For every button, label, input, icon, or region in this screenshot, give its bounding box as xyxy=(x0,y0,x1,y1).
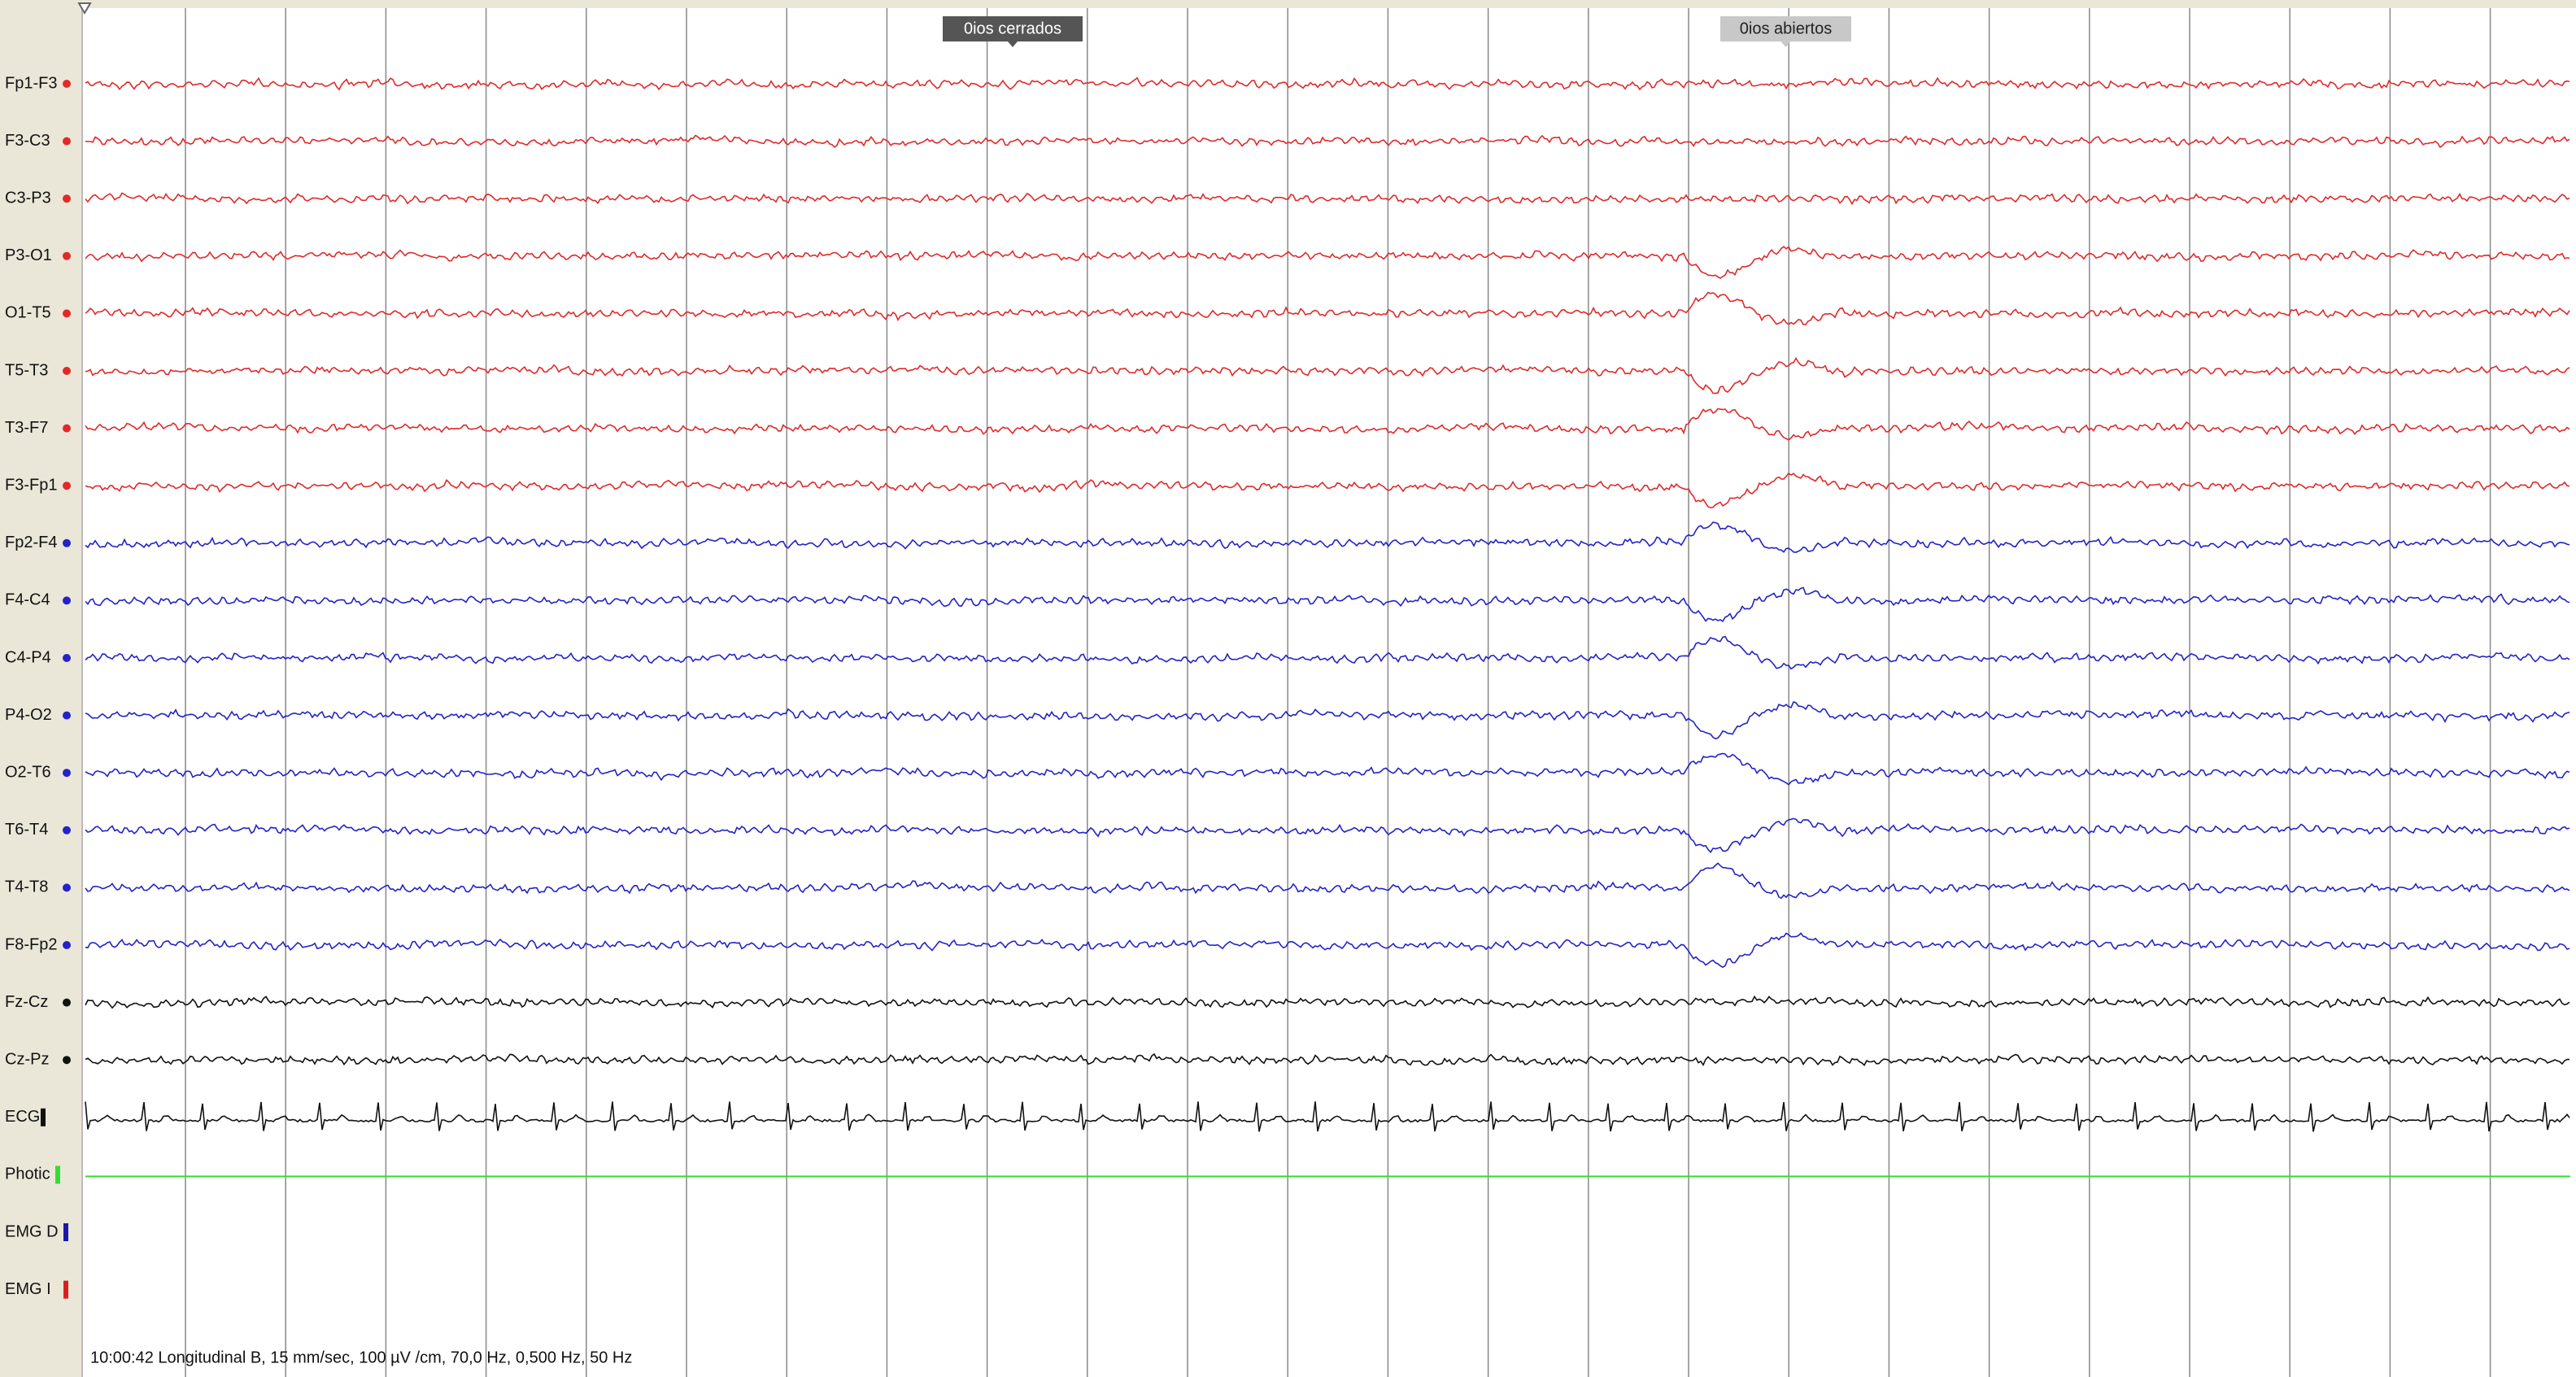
eeg-trace xyxy=(85,521,2570,553)
channel-label: C3-P3 xyxy=(5,189,51,207)
channel-marker xyxy=(63,251,71,260)
channel-label: EMG I xyxy=(5,1280,51,1298)
top-bar xyxy=(0,0,2576,8)
annotation-label: 0ios cerrados xyxy=(964,20,1061,37)
channel-marker xyxy=(63,538,71,547)
channel-label: Photic xyxy=(5,1166,50,1183)
channel-label: ECG xyxy=(5,1108,40,1126)
channel-marker xyxy=(63,654,71,662)
channel-marker xyxy=(63,769,71,778)
cursor-marker[interactable] xyxy=(77,2,92,15)
channel-label: T3-F7 xyxy=(5,419,48,437)
eeg-trace xyxy=(85,700,2570,740)
eeg-trace xyxy=(85,134,2570,149)
channel-marker xyxy=(63,194,71,203)
channel-labels: Fp1-F3 F3-C3 C3-P3 P3-O1 O1-T5 T5-T3 T3-F7 F3-F… xyxy=(5,74,71,1299)
channel-label: F3-C3 xyxy=(5,132,50,150)
time-grid xyxy=(185,8,2491,1377)
eeg-trace xyxy=(85,76,2570,91)
annotation-label: 0ios abiertos xyxy=(1740,20,1832,37)
channel-label: EMG D xyxy=(5,1222,59,1240)
channel-label: Fp2-F4 xyxy=(5,534,57,551)
annotation-box xyxy=(943,16,1083,41)
eeg-trace xyxy=(85,1052,2570,1066)
eeg-trace xyxy=(85,817,2570,854)
annotation-box xyxy=(1720,16,1851,41)
channel-marker xyxy=(41,1108,46,1126)
channel-label: Fz-Cz xyxy=(5,993,48,1011)
channel-label: P3-O1 xyxy=(5,246,52,264)
traces xyxy=(85,76,2570,1178)
annotation-pointer xyxy=(1781,41,1791,47)
annotations: 0ios cerrados 0ios abiertos xyxy=(943,16,1851,47)
channel-label: T6-T4 xyxy=(5,821,48,839)
channel-marker xyxy=(63,137,71,146)
channel-label: F8-Fp2 xyxy=(5,935,57,953)
eeg-trace xyxy=(85,291,2570,325)
eeg-trace xyxy=(85,246,2570,280)
eeg-trace xyxy=(85,862,2570,900)
eeg-trace xyxy=(85,192,2570,206)
channel-marker xyxy=(63,883,71,892)
channel-label: F4-C4 xyxy=(5,591,50,609)
channel-marker xyxy=(63,367,71,375)
channel-marker xyxy=(63,596,71,605)
channel-marker xyxy=(63,711,71,720)
channel-marker xyxy=(63,998,71,1007)
eeg-trace xyxy=(85,1101,2570,1132)
channel-label: C4-P4 xyxy=(5,648,51,666)
channel-marker xyxy=(63,941,71,949)
eeg-trace xyxy=(85,635,2570,670)
eeg-trace xyxy=(85,932,2570,969)
channel-marker xyxy=(55,1166,60,1184)
channel-marker xyxy=(63,80,71,88)
channel-marker xyxy=(63,1223,68,1241)
annotation-pointer xyxy=(1008,41,1018,47)
channel-marker xyxy=(63,482,71,490)
eeg-trace xyxy=(85,357,2570,394)
channel-label: O2-T6 xyxy=(5,763,51,781)
channel-label: T4-T8 xyxy=(5,878,48,896)
channel-label: T5-T3 xyxy=(5,361,48,379)
eeg-trace xyxy=(85,407,2570,441)
channel-marker xyxy=(63,1056,71,1065)
channel-label: F3-Fp1 xyxy=(5,476,57,494)
channel-label: O1-T5 xyxy=(5,304,51,322)
channel-label: Cz-Pz xyxy=(5,1050,49,1068)
channel-marker xyxy=(63,826,71,834)
eeg-trace xyxy=(85,472,2570,509)
channel-marker xyxy=(63,424,71,433)
eeg-trace xyxy=(85,752,2570,786)
channel-marker xyxy=(63,1280,68,1299)
channel-label: P4-O2 xyxy=(5,706,52,724)
status-footer: 10:00:42 Longitudinal B, 15 mm/sec, 100 … xyxy=(90,1349,632,1366)
eeg-trace xyxy=(85,586,2570,623)
channel-label: Fp1-F3 xyxy=(5,74,57,92)
eeg-trace xyxy=(85,995,2570,1009)
channel-marker xyxy=(63,309,71,318)
label-panel xyxy=(0,0,82,1377)
